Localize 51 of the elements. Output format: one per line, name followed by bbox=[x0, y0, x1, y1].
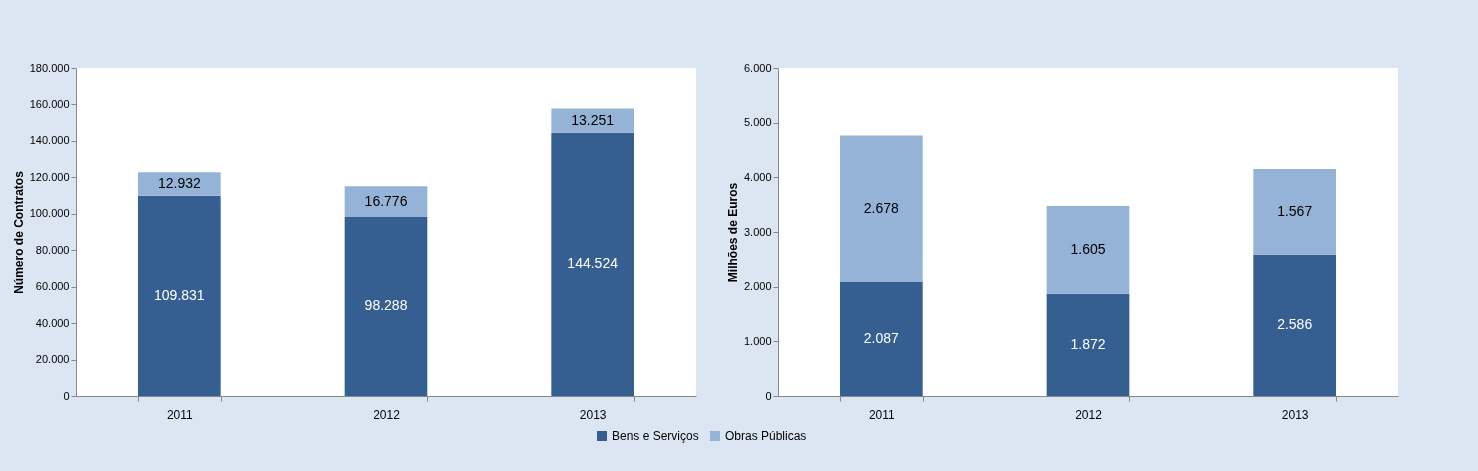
bar bbox=[1046, 293, 1130, 396]
data-label: 2.087 bbox=[863, 329, 900, 346]
data-label: 13.251 bbox=[571, 111, 615, 128]
legend-label: Obras Públicas bbox=[725, 429, 807, 443]
y-tick-label: 4.000 bbox=[743, 170, 772, 183]
y-tick-label: 120.000 bbox=[29, 170, 70, 183]
y-tick-label: 2.000 bbox=[743, 280, 772, 293]
data-label: 12.932 bbox=[157, 175, 201, 192]
y-tick-label: 80.000 bbox=[35, 243, 70, 256]
data-label: 16.776 bbox=[364, 192, 408, 209]
data-label: 1.872 bbox=[1070, 335, 1106, 352]
y-tick-label: 5.000 bbox=[743, 116, 772, 129]
y-tick-label: 140.000 bbox=[29, 134, 70, 147]
data-label: 109.831 bbox=[154, 286, 205, 303]
y-axis-title: Número de Contratos bbox=[11, 170, 26, 294]
bar bbox=[840, 135, 923, 282]
y-tick-label: 160.000 bbox=[29, 97, 70, 110]
bar bbox=[551, 108, 634, 133]
legend-label: Bens e Serviços bbox=[612, 429, 699, 443]
y-tick-label: 20.000 bbox=[35, 353, 70, 366]
bar bbox=[1253, 168, 1336, 255]
data-label: 1.567 bbox=[1277, 202, 1313, 219]
y-tick-label: 1.000 bbox=[743, 334, 772, 347]
x-tick-label: 2012 bbox=[373, 407, 401, 422]
y-tick-label: 40.000 bbox=[35, 316, 70, 329]
y-tick-label: 100.000 bbox=[29, 207, 70, 220]
x-tick-label: 2013 bbox=[1281, 407, 1309, 422]
x-tick-label: 2013 bbox=[579, 407, 607, 422]
bar bbox=[138, 172, 221, 196]
bar bbox=[1046, 205, 1130, 294]
data-label: 98.288 bbox=[364, 297, 408, 314]
bar bbox=[344, 216, 428, 396]
bar bbox=[1253, 254, 1336, 396]
y-tick-label: 0 bbox=[765, 389, 772, 402]
y-tick-label: 0 bbox=[63, 389, 70, 402]
bar bbox=[138, 195, 221, 396]
bar bbox=[551, 132, 634, 396]
y-axis-title: Milhões de Euros bbox=[725, 182, 740, 283]
y-tick-label: 180.000 bbox=[29, 61, 70, 74]
data-label: 2.678 bbox=[863, 199, 900, 216]
y-tick-label: 3.000 bbox=[743, 225, 772, 238]
x-tick-label: 2011 bbox=[166, 407, 194, 422]
data-label: 1.605 bbox=[1070, 240, 1106, 257]
y-tick-label: 60.000 bbox=[35, 280, 70, 293]
bar bbox=[840, 281, 923, 396]
y-tick-label: 6.000 bbox=[743, 61, 772, 74]
bar bbox=[344, 186, 428, 217]
x-tick-label: 2012 bbox=[1075, 407, 1103, 422]
data-label: 144.524 bbox=[567, 255, 619, 272]
data-label: 2.586 bbox=[1277, 316, 1313, 333]
x-tick-label: 2011 bbox=[868, 407, 896, 422]
